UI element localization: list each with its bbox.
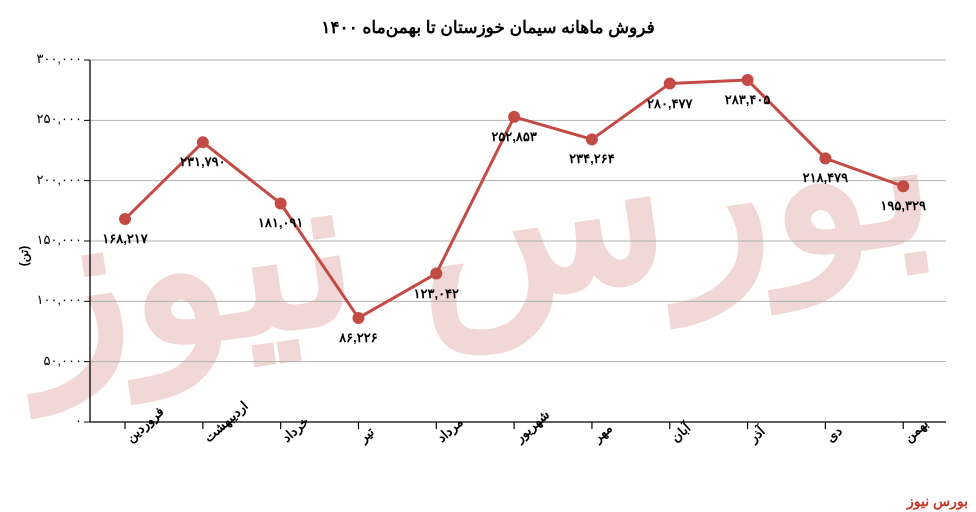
value-label: ۲۸۳,۴۰۵ [725,92,771,108]
data-markers [119,74,909,324]
value-label: ۱۹۵,۳۲۹ [880,198,926,214]
chart-container: بورس نیوز فروش ماهانه سیمان خوزستان تا ب… [0,0,976,512]
value-label: ۱۶۸,۲۱۷ [102,231,148,247]
y-tick-label: ۳۰۰,۰۰۰ [22,51,82,67]
value-label: ۲۸۰,۴۷۷ [647,96,693,112]
value-label: ۲۳۴,۲۶۴ [569,151,615,167]
y-tick-label: ۱۵۰,۰۰۰ [22,232,82,248]
y-tick-label: ۲۰۰,۰۰۰ [22,172,82,188]
value-label: ۲۳۱,۷۹۰ [180,154,226,170]
value-label: ۱۸۱,۰۹۱ [258,215,304,231]
value-label: ۲۱۸,۴۷۹ [803,170,849,186]
y-tick-label: ۵۰,۰۰۰ [22,353,82,369]
footer-credit: بورس نیوز [907,493,968,510]
value-label: ۸۶,۲۲۶ [339,330,378,346]
value-label: ۱۲۳,۰۴۲ [414,286,460,302]
y-tick-label: ۲۵۰,۰۰۰ [22,111,82,127]
y-tick-label: ۱۰۰,۰۰۰ [22,292,82,308]
value-label: ۲۵۲,۸۵۳ [491,129,537,145]
y-tick-label: ۰ [22,413,82,429]
